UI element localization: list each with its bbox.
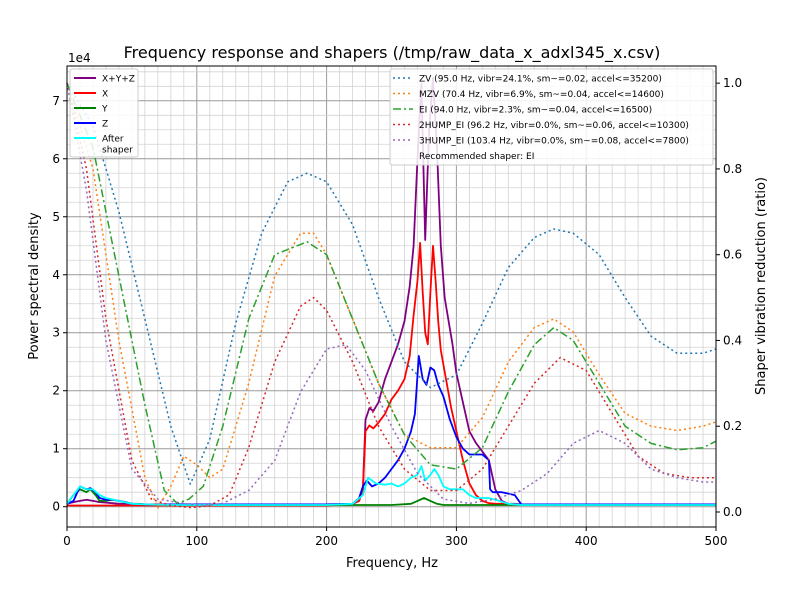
series-line-zv — [66, 82, 717, 485]
legend-entry-label: EI (94.0 Hz, vibr=2.3%, sm~=0.04, accel<… — [419, 106, 652, 116]
series-layer — [66, 76, 717, 509]
y-tick-label: 6 — [52, 152, 60, 166]
x-tick-label: 300 — [445, 534, 468, 548]
series-line-mzv — [66, 82, 717, 509]
legend-entry-label: 2HUMP_EI (96.2 Hz, vibr=0.0%, sm~=0.06, … — [419, 121, 689, 131]
y2-tick-label: 0.6 — [723, 248, 742, 262]
y2-tick-label: 1.0 — [723, 76, 742, 90]
legend-left-box — [69, 68, 139, 158]
y2-tick-label: 0.2 — [723, 419, 742, 433]
x-tick-label: 200 — [315, 534, 338, 548]
legend-right: ZV (95.0 Hz, vibr=24.1%, sm~=0.02, accel… — [389, 68, 714, 166]
y2-tick-label: 0.0 — [723, 505, 742, 519]
chart-title: Frequency response and shapers (/tmp/raw… — [124, 43, 661, 63]
x-tick-label: 500 — [705, 534, 728, 548]
x-tick-label: 400 — [575, 534, 598, 548]
legend-entry-label: ZV (95.0 Hz, vibr=24.1%, sm~=0.02, accel… — [419, 75, 662, 85]
legend-right-box — [389, 68, 714, 166]
x-axis-label: Frequency, Hz — [346, 556, 438, 571]
y2-tick-label: 0.8 — [723, 162, 742, 176]
x-tick-label: 100 — [185, 534, 208, 548]
axes: 0 100 200 300 400 500 0 1 2 3 4 5 6 7 0.0 0.2 0.4 0.6 0.8 1… — [52, 76, 742, 548]
y-axis-label: Power spectral density — [27, 212, 42, 360]
y-tick-label: 5 — [52, 210, 60, 224]
y-tick-label: 4 — [52, 268, 60, 282]
y-tick-label: 0 — [52, 500, 60, 514]
x-tick-label: 0 — [63, 534, 71, 548]
y-tick-label: 7 — [52, 94, 60, 108]
legend-entry-label: shaper — [102, 146, 133, 156]
legend-entry-label: Z — [102, 120, 108, 130]
legend-entry-label: After — [102, 135, 124, 145]
y-tick-label: 1 — [52, 442, 60, 456]
y-axis-multiplier: 1e4 — [68, 51, 91, 65]
series-line-3hump-ei — [66, 83, 716, 507]
plot-frame — [66, 65, 717, 528]
series-line-after-shaper — [66, 465, 716, 506]
series-line-x-y-z — [66, 76, 716, 506]
series-line-2hump-ei — [66, 83, 716, 509]
recommended-shaper-note: Recommended shaper: EI — [419, 152, 534, 162]
y-tick-label: 2 — [52, 384, 60, 398]
legend-entry-label: Y — [101, 105, 108, 115]
y-tick-label: 3 — [52, 326, 60, 340]
series-line-x — [67, 241, 716, 507]
legend-entry-label: MZV (70.4 Hz, vibr=6.9%, sm~=0.04, accel… — [419, 90, 664, 100]
series-line-ei — [66, 82, 717, 505]
legend-entry-label: X+Y+Z — [102, 75, 135, 85]
legend-entry-label: 3HUMP_EI (103.4 Hz, vibr=0.0%, sm~=0.08,… — [419, 137, 689, 147]
y2-tick-label: 0.4 — [723, 333, 742, 347]
legend-entry-label: X — [102, 90, 108, 100]
y2-axis-label: Shaper vibration reduction (ratio) — [754, 177, 769, 395]
